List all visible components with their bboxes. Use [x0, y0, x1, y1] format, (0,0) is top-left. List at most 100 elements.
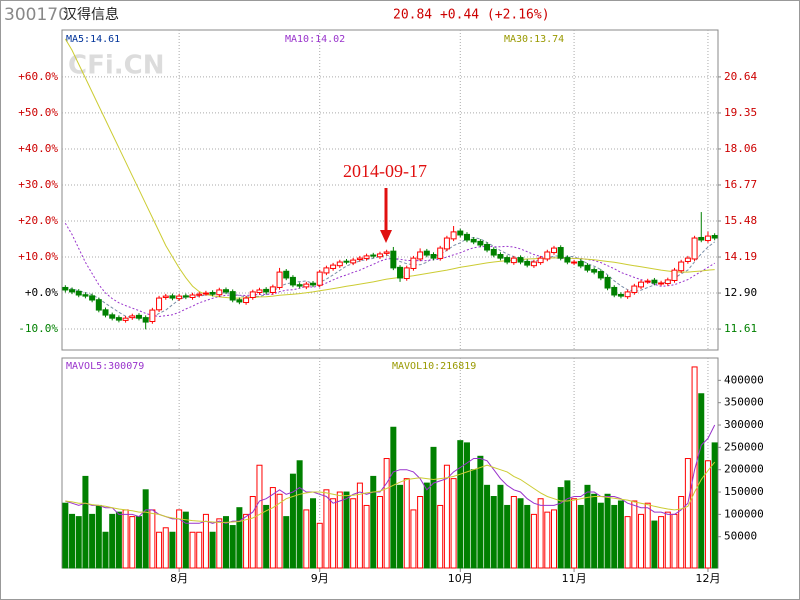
volume-bar	[457, 440, 464, 569]
candle	[671, 267, 678, 283]
y-tick-label: +30.0%	[18, 178, 58, 191]
volume-bar	[510, 496, 517, 569]
volume-bar	[584, 484, 591, 569]
candle	[497, 252, 504, 261]
volume-bar	[490, 496, 497, 569]
y-tick-label: 100000	[724, 507, 764, 520]
mavol-line	[65, 461, 716, 523]
x-tick-label: 8月	[170, 572, 188, 585]
candle	[263, 287, 270, 295]
candle-body	[323, 267, 330, 274]
volume-bar	[115, 511, 122, 569]
candle	[691, 235, 698, 262]
volume-bar	[410, 509, 417, 569]
candle	[437, 245, 444, 261]
candle	[664, 277, 671, 286]
price-panel	[61, 29, 719, 351]
candle-body	[216, 289, 223, 296]
candle	[343, 258, 350, 265]
volume-bar	[463, 442, 470, 569]
x-tick-label: 10月	[448, 572, 473, 585]
volume-bar	[95, 504, 102, 569]
volume-bar	[571, 498, 578, 569]
candle	[122, 315, 129, 323]
candle	[504, 255, 511, 265]
x-tick-label: 9月	[311, 572, 329, 585]
candle-body	[604, 276, 611, 289]
candle	[644, 278, 651, 284]
volume-bar	[658, 516, 665, 569]
volume-bar	[283, 516, 290, 569]
candle-body	[678, 261, 685, 272]
candle-body	[470, 238, 477, 243]
volume-bar	[504, 504, 511, 569]
candle	[229, 289, 236, 303]
volume-bar	[149, 509, 156, 569]
volume-bar	[196, 531, 203, 569]
candle	[283, 269, 290, 281]
candle-body	[571, 261, 578, 264]
candle-body	[651, 279, 658, 284]
candle	[457, 228, 464, 238]
volume-bar	[383, 458, 390, 569]
candle-body	[711, 235, 718, 239]
volume-bar	[75, 516, 82, 569]
candle-body	[182, 295, 189, 298]
volume-bar	[624, 516, 631, 569]
candle-body	[671, 269, 678, 281]
candle	[135, 313, 142, 321]
volume-bar	[517, 498, 524, 569]
candle-body	[196, 293, 203, 296]
candle-body	[162, 295, 169, 299]
candle-body	[296, 284, 303, 287]
volume-bar	[564, 480, 571, 569]
candle	[530, 259, 537, 268]
candle	[624, 289, 631, 299]
volume-bar	[189, 531, 196, 569]
candle-body	[249, 291, 256, 299]
candle-body	[658, 282, 665, 285]
candle	[430, 252, 437, 261]
annotation-arrowhead	[380, 230, 392, 243]
volume-bar	[336, 491, 343, 569]
y-tick-label: 350000	[724, 396, 764, 409]
candle-body	[437, 247, 444, 259]
candle	[537, 255, 544, 265]
candle	[189, 292, 196, 300]
candle-body	[102, 309, 109, 316]
volume-bar	[156, 531, 163, 569]
candle-body	[611, 286, 618, 296]
volume-bar	[443, 464, 450, 569]
candle	[115, 315, 122, 323]
candle	[236, 297, 243, 305]
candle-body	[316, 271, 323, 286]
y-tick-label: 50000	[724, 530, 757, 543]
candle-body	[115, 317, 122, 321]
candle-body	[564, 257, 571, 263]
volume-bar	[343, 491, 350, 569]
candle-body	[417, 251, 424, 260]
y2-tick-label: 15.48	[724, 214, 757, 227]
x-tick-label: 12月	[695, 572, 720, 585]
ma-legend: MA5:14.61	[66, 34, 120, 45]
candle-body	[691, 237, 698, 260]
volume-bar	[363, 504, 370, 569]
candle-body	[350, 259, 357, 264]
candle-body	[597, 271, 604, 279]
volume-bar	[644, 502, 651, 569]
candle	[557, 245, 564, 261]
candle-body	[698, 236, 705, 241]
volume-bar	[102, 531, 109, 569]
volume-bar	[698, 393, 705, 569]
candle-body	[356, 257, 363, 261]
candle-body	[517, 257, 524, 263]
candle-body	[551, 247, 557, 254]
volume-bar	[604, 493, 611, 569]
volume-bar	[263, 504, 270, 569]
candle	[383, 249, 390, 256]
candle-body	[557, 247, 564, 259]
volume-bar	[611, 504, 618, 569]
candle-body	[122, 317, 129, 321]
volume-bar	[390, 426, 397, 569]
volume-bar	[216, 518, 223, 569]
